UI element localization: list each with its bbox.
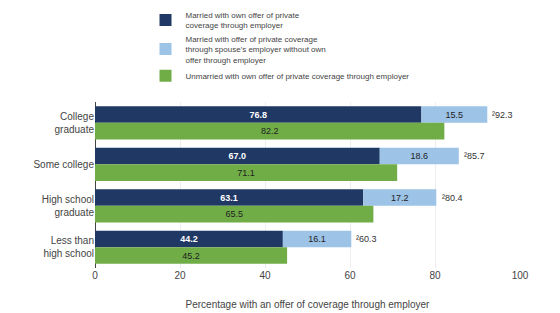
svg-text:80: 80 bbox=[429, 270, 441, 281]
svg-text:65.5: 65.5 bbox=[225, 209, 243, 219]
svg-text:76.8: 76.8 bbox=[249, 110, 267, 120]
svg-text:Collegegraduate: Collegegraduate bbox=[55, 111, 95, 135]
svg-text:82.2: 82.2 bbox=[261, 126, 279, 136]
svg-text:17.2: 17.2 bbox=[391, 193, 409, 203]
svg-text:60: 60 bbox=[344, 270, 356, 281]
svg-text:63.1: 63.1 bbox=[220, 193, 238, 203]
svg-text:Married with own offer of priv: Married with own offer of privatecoverag… bbox=[186, 11, 300, 30]
svg-text:²92.3: ²92.3 bbox=[492, 110, 513, 120]
svg-text:100: 100 bbox=[512, 270, 529, 281]
svg-text:Married with offer of private: Married with offer of private coverageth… bbox=[186, 35, 326, 65]
svg-text:15.5: 15.5 bbox=[446, 110, 464, 120]
svg-text:44.2: 44.2 bbox=[180, 234, 198, 244]
svg-text:71.1: 71.1 bbox=[237, 168, 255, 178]
svg-text:18.6: 18.6 bbox=[411, 151, 429, 161]
svg-text:Unmarried with own offer of pr: Unmarried with own offer of private cove… bbox=[186, 72, 410, 81]
svg-text:²60.3: ²60.3 bbox=[356, 234, 377, 244]
svg-text:20: 20 bbox=[174, 270, 186, 281]
svg-text:67.0: 67.0 bbox=[229, 151, 247, 161]
svg-text:Percentage with an offer of co: Percentage with an offer of coverage thr… bbox=[186, 299, 431, 310]
svg-text:²85.7: ²85.7 bbox=[464, 151, 485, 161]
svg-text:High schoolgraduate: High schoolgraduate bbox=[42, 194, 95, 218]
svg-text:16.1: 16.1 bbox=[308, 234, 326, 244]
svg-text:40: 40 bbox=[259, 270, 271, 281]
svg-text:Less thanhigh school: Less thanhigh school bbox=[43, 235, 94, 259]
svg-text:0: 0 bbox=[92, 270, 98, 281]
svg-text:45.2: 45.2 bbox=[182, 251, 200, 261]
svg-text:²80.4: ²80.4 bbox=[442, 193, 463, 203]
svg-text:Some college: Some college bbox=[33, 159, 94, 170]
